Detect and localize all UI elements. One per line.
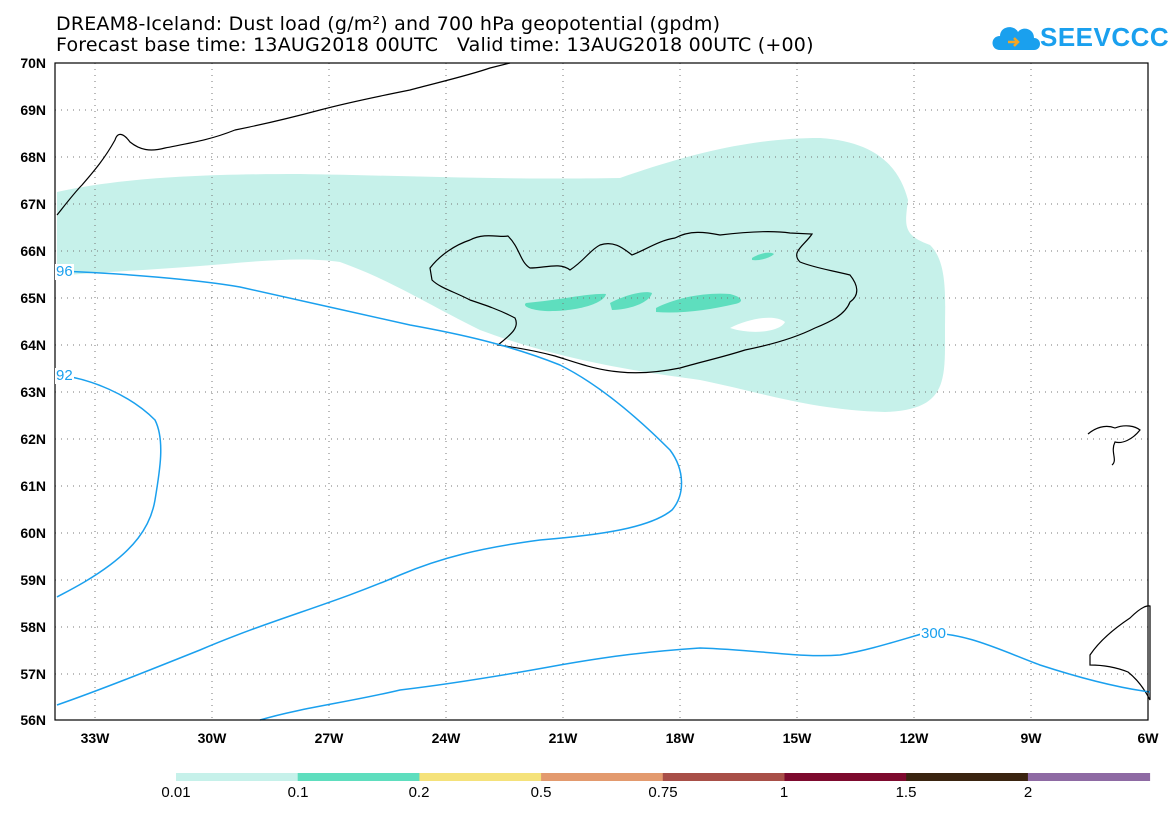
lat-label: 62N xyxy=(20,431,46,447)
lat-label: 59N xyxy=(20,572,46,588)
lat-label: 65N xyxy=(20,290,46,306)
chart-title-line-1: DREAM8-Iceland: Dust load (g/m²) and 700… xyxy=(56,13,721,35)
contour-296 xyxy=(56,270,683,706)
gridlines xyxy=(55,63,1148,720)
lat-label: 64N xyxy=(20,337,46,353)
contour-label-92: 92 xyxy=(55,367,74,384)
colorbar-swatch xyxy=(1027,773,1151,781)
colorbar-swatch xyxy=(419,773,542,781)
lat-label: 69N xyxy=(20,102,46,118)
lon-label: 6W xyxy=(1137,730,1159,746)
lon-label: 12W xyxy=(899,730,929,746)
faroe-islands xyxy=(1087,425,1141,466)
greenland-coast xyxy=(56,62,511,216)
lat-label: 56N xyxy=(20,712,46,728)
lat-label: 68N xyxy=(20,149,46,165)
contour-300 xyxy=(259,632,1151,721)
colorbar-swatch xyxy=(176,773,299,781)
lat-label: 57N xyxy=(20,666,46,682)
dust-area-0.01 xyxy=(57,138,946,412)
lon-label: 18W xyxy=(665,730,695,746)
lat-label: 60N xyxy=(20,525,46,541)
lat-label: 63N xyxy=(20,384,46,400)
logo-text: SEEVCCC xyxy=(1040,22,1170,52)
chart-title-line-2: Forecast base time: 13AUG2018 00UTC Vali… xyxy=(56,34,814,56)
lon-label: 24W xyxy=(431,730,461,746)
dust-gap xyxy=(730,317,785,332)
contour-label-96: 96 xyxy=(55,263,74,280)
lat-label: 58N xyxy=(20,619,46,635)
dust-area-0.1-b xyxy=(610,292,652,310)
dust-area-0.1-a xyxy=(524,293,606,312)
lon-label: 9W xyxy=(1020,730,1042,746)
colorbar-swatch xyxy=(662,773,785,781)
colorbar xyxy=(176,773,1151,781)
lat-label: 66N xyxy=(20,243,46,259)
lat-label: 70N xyxy=(20,55,46,71)
colorbar-label: 2 xyxy=(1023,784,1033,801)
lon-label: 27W xyxy=(314,730,344,746)
lat-label: 61N xyxy=(20,478,46,494)
colorbar-label: 1 xyxy=(779,784,789,801)
lon-label: 15W xyxy=(782,730,812,746)
colorbar-label: 1.5 xyxy=(895,784,917,801)
colorbar-swatch xyxy=(541,773,664,781)
colorbar-swatch xyxy=(784,773,907,781)
scotland-coast xyxy=(1089,605,1151,701)
colorbar-label: 0.1 xyxy=(287,784,309,801)
dust-area-0.1-d xyxy=(752,252,774,261)
lon-label: 21W xyxy=(548,730,578,746)
cloud-logo-icon xyxy=(992,27,1040,50)
geopotential-contours xyxy=(56,270,1151,721)
lon-label: 33W xyxy=(80,730,110,746)
lat-label: 67N xyxy=(20,196,46,212)
coastlines xyxy=(56,62,1151,701)
colorbar-label: 0.01 xyxy=(161,784,191,801)
contour-292 xyxy=(56,374,162,598)
contour-label-300: 300 xyxy=(920,625,948,642)
dust-area-0.1-c xyxy=(656,293,742,313)
plot-frame xyxy=(54,62,1149,721)
colorbar-label: 0.2 xyxy=(408,784,430,801)
iceland-coast xyxy=(429,230,858,374)
lon-label: 30W xyxy=(197,730,227,746)
colorbar-swatch xyxy=(297,773,420,781)
colorbar-swatch xyxy=(906,773,1029,781)
colorbar-label: 0.75 xyxy=(648,784,678,801)
colorbar-label: 0.5 xyxy=(530,784,552,801)
